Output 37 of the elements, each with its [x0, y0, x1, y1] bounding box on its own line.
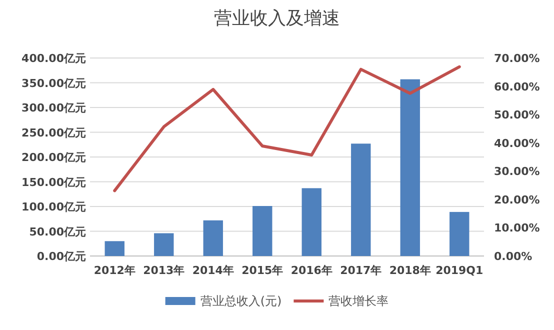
legend-label: 营业总收入(元) — [200, 294, 282, 308]
x-tick-label: 2015年 — [242, 264, 284, 277]
x-tick-label: 2014年 — [192, 264, 234, 277]
y2-tick-label: 30.00% — [494, 165, 540, 178]
y-tick-label: 350.00亿元 — [22, 76, 86, 90]
bar — [302, 188, 322, 256]
y-tick-label: 200.00亿元 — [22, 151, 86, 164]
y2-tick-label: 40.00% — [494, 136, 540, 150]
y2-tick-label: 20.00% — [494, 193, 540, 206]
y2-tick-label: 0.00% — [494, 250, 532, 263]
bar — [450, 212, 470, 256]
bar — [203, 220, 223, 256]
x-tick-label: 2012年 — [94, 264, 136, 277]
y-tick-label: 300.00亿元 — [22, 102, 86, 114]
bar — [154, 233, 174, 256]
bar — [252, 206, 272, 256]
line-series — [113, 65, 461, 192]
y2-tick-label: 60.00% — [494, 80, 540, 94]
y2-tick-label: 70.00% — [494, 52, 540, 65]
legend-label: 营收增长率 — [328, 294, 389, 308]
chart-title: 营业收入及增速 — [214, 8, 340, 28]
x-tick-label: 2013年 — [143, 264, 185, 277]
x-tick-label: 2018年 — [389, 264, 431, 277]
y2-tick-label: 50.00% — [494, 108, 540, 122]
x-tick-label: 2016年 — [290, 264, 332, 277]
bar — [351, 144, 371, 256]
y-tick-label: 50.00亿元 — [29, 225, 86, 238]
y2-tick-label: 10.00% — [494, 222, 540, 235]
y-tick-label: 250.00亿元 — [22, 126, 86, 140]
bar — [104, 241, 124, 256]
x-tick-label: 2017年 — [340, 264, 382, 277]
y-tick-label: 0.00亿元 — [36, 250, 86, 263]
x-tick-label: 2019Q1 — [436, 264, 484, 277]
y-tick-label: 100.00亿元 — [22, 200, 86, 214]
y-tick-label: 150.00亿元 — [22, 176, 86, 189]
bar — [400, 79, 420, 256]
y-tick-label: 400.00亿元 — [22, 52, 86, 65]
